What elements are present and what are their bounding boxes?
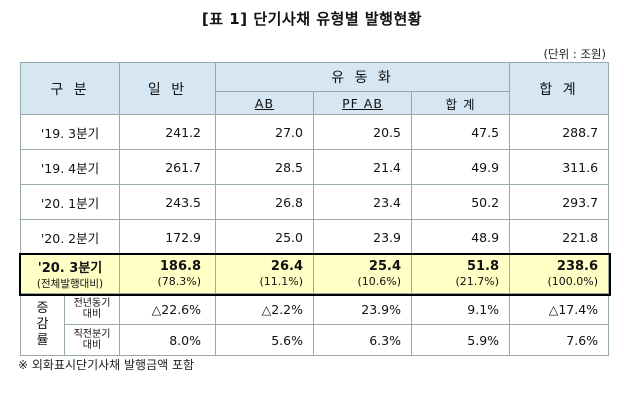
- cell-sec-total: 5.9%: [410, 324, 511, 356]
- highlight-ab: 26.4 (11.1%): [215, 254, 314, 294]
- cell-general: 241.2: [119, 114, 216, 150]
- header-category: 구 분: [20, 62, 120, 115]
- cell-total: 311.6: [509, 149, 610, 185]
- row-label: '19. 4분기: [20, 149, 120, 185]
- cell-total: 293.7: [509, 184, 610, 220]
- issuance-table: 구 분 일 반 유 동 화 합 계 AB PF AB 합 계 '19. 3분기 …: [18, 62, 611, 356]
- cell-ab: 25.0: [215, 219, 314, 255]
- highlight-total: 238.6 (100.0%): [509, 254, 610, 294]
- header-ab: AB: [215, 91, 314, 115]
- cell-general: 8.0%: [119, 324, 216, 356]
- header-sec-total: 합 계: [410, 91, 511, 115]
- header-general: 일 반: [119, 62, 216, 115]
- table-row: '20. 2분기 172.9 25.0 23.9 48.9 221.8: [20, 219, 610, 255]
- cell-ab: 28.5: [215, 149, 314, 185]
- table-row: 증 감 률 전년동기 대비 △22.6% △2.2% 23.9% 9.1% △1…: [20, 293, 610, 356]
- cell-total: △17.4%: [509, 293, 610, 325]
- cell-pfab: 23.9%: [313, 293, 412, 325]
- header-securitization: 유 동 화: [214, 62, 511, 92]
- cell-pfab: 6.3%: [313, 324, 412, 356]
- cell-ab: 26.8: [215, 184, 314, 220]
- row-label: '20. 2분기: [20, 219, 120, 255]
- cell-sec-total: 50.2: [410, 184, 511, 220]
- change-rate-label: 증 감 률: [20, 293, 65, 356]
- cell-general: 243.5: [119, 184, 216, 220]
- cell-ab: △2.2%: [215, 293, 314, 325]
- cell-general: △22.6%: [119, 293, 216, 325]
- cell-pfab: 20.5: [313, 114, 412, 150]
- table-row: '19. 3분기 241.2 27.0 20.5 47.5 288.7: [20, 114, 610, 150]
- highlight-sec-total: 51.8 (21.7%): [410, 254, 511, 294]
- row-label: '20. 1분기: [20, 184, 120, 220]
- cell-ab: 27.0: [215, 114, 314, 150]
- header-total: 합 계: [509, 62, 610, 115]
- cell-total: 7.6%: [509, 324, 610, 356]
- cell-pfab: 23.9: [313, 219, 412, 255]
- cell-sec-total: 9.1%: [410, 293, 511, 325]
- qoq-label: 직전분기 대비: [64, 324, 120, 356]
- cell-sec-total: 48.9: [410, 219, 511, 255]
- cell-pfab: 23.4: [313, 184, 412, 220]
- highlight-label: '20. 3분기 (전체발행대비): [20, 254, 120, 294]
- table-row: '20. 1분기 243.5 26.8 23.4 50.2 293.7: [20, 184, 610, 220]
- row-label: '19. 3분기: [20, 114, 120, 150]
- highlight-row: '20. 3분기 (전체발행대비) 186.8 (78.3%) 26.4 (11…: [18, 252, 611, 296]
- cell-total: 288.7: [509, 114, 610, 150]
- cell-general: 172.9: [119, 219, 216, 255]
- highlight-pfab: 25.4 (10.6%): [313, 254, 412, 294]
- unit-label: (단위 : 조원): [543, 47, 606, 61]
- cell-total: 221.8: [509, 219, 610, 255]
- cell-ab: 5.6%: [215, 324, 314, 356]
- highlight-general: 186.8 (78.3%): [119, 254, 216, 294]
- cell-sec-total: 49.9: [410, 149, 511, 185]
- footnote: ※ 외화표시단기사채 발행금액 포함: [18, 358, 195, 372]
- cell-sec-total: 47.5: [410, 114, 511, 150]
- table-title: [표 1] 단기사채 유형별 발행현황: [201, 10, 423, 28]
- cell-pfab: 21.4: [313, 149, 412, 185]
- header-pfab: PF AB: [313, 91, 412, 115]
- table-row: 직전분기 대비 8.0% 5.6% 6.3% 5.9% 7.6%: [21, 324, 610, 356]
- cell-general: 261.7: [119, 149, 216, 185]
- yoy-label: 전년동기 대비: [64, 293, 120, 325]
- table-row: '19. 4분기 261.7 28.5 21.4 49.9 311.6: [20, 149, 610, 185]
